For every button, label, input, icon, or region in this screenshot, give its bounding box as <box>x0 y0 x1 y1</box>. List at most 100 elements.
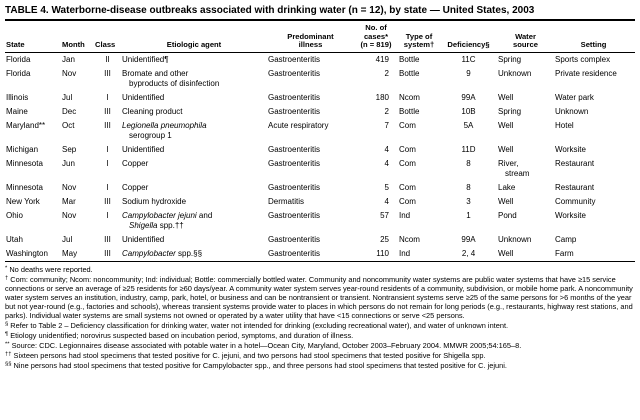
cell-etiologic-agent: Campylobacter jejuni and Shigella spp.†† <box>121 211 267 231</box>
month-text: May <box>62 249 78 259</box>
source-text: River, <box>498 159 519 169</box>
state-text: Illinois <box>6 93 29 103</box>
cell-type-of-system: Com <box>398 197 440 207</box>
cell-deficiency: 5A <box>440 121 497 141</box>
table-title: TABLE 4. Waterborne-disease outbreaks as… <box>5 5 535 16</box>
table-row: Maryland** Oct III Legionella pneumophil… <box>5 119 635 143</box>
state-text: Florida <box>6 55 31 65</box>
table-row: Minnesota Nov I Copper Gastroenteritis 5… <box>5 181 635 195</box>
cell-water-source: Spring <box>497 55 554 65</box>
footnote-symbol: ** <box>5 341 10 348</box>
state-text: Michigan <box>6 145 39 155</box>
footnote-symbol: § <box>5 321 9 328</box>
cell-setting: Restaurant <box>554 183 633 193</box>
cell-month: Nov <box>61 211 94 231</box>
header-type-of-system: Type of system† <box>398 21 440 52</box>
illness-text: Acute respiratory <box>268 121 329 131</box>
footnote-symbol: ¶ <box>5 331 9 338</box>
source-text: Spring <box>498 55 522 65</box>
system-text: Com <box>399 197 416 207</box>
cell-no-of-cases: 25 <box>354 235 398 245</box>
table-header-row: State Month Class Etiologic agent Predom… <box>5 21 635 52</box>
illness-text: Gastroenteritis <box>268 235 321 245</box>
agent-italic-text: Campylobacter jejuni <box>122 211 197 221</box>
deficiency-text: 99A <box>461 93 476 103</box>
header-line: system† <box>403 40 435 50</box>
system-text: Ind <box>399 249 411 259</box>
agent-text: Unidentified <box>122 93 165 103</box>
setting-text: Worksite <box>555 211 586 221</box>
cell-class: I <box>94 159 121 179</box>
cell-etiologic-agent: Bromate and other byproducts of disinfec… <box>121 69 267 89</box>
cases-text: 4 <box>384 197 389 207</box>
setting-text: Hotel <box>555 121 574 131</box>
table-row: Utah Jul III Unidentified Gastroenteriti… <box>5 233 635 247</box>
cell-state: New York <box>5 197 61 207</box>
cell-class: I <box>94 183 121 193</box>
cell-class: III <box>94 197 121 207</box>
cases-text: 2 <box>384 69 389 79</box>
header-line: Deficiency§ <box>447 40 490 50</box>
cell-setting: Private residence <box>554 69 633 89</box>
cell-class: I <box>94 211 121 231</box>
cell-setting: Sports complex <box>554 55 633 65</box>
header-state: State <box>5 21 61 52</box>
source-text: Lake <box>498 183 516 193</box>
cell-predominant-illness: Gastroenteritis <box>267 211 354 231</box>
system-text: Bottle <box>399 107 420 117</box>
cell-type-of-system: Com <box>398 121 440 141</box>
source-text: Unknown <box>498 235 532 245</box>
cell-setting: Worksite <box>554 211 633 231</box>
cell-setting: Water park <box>554 93 633 103</box>
agent-line-1: Campylobacter spp.§§ <box>122 249 266 259</box>
class-text: I <box>106 93 109 103</box>
agent-text: Copper <box>122 159 149 169</box>
cell-etiologic-agent: Unidentified <box>121 235 267 245</box>
cell-state: Illinois <box>5 93 61 103</box>
footnote: †† Sixteen persons had stool specimens t… <box>5 351 635 360</box>
illness-text: Gastroenteritis <box>268 69 321 79</box>
cell-month: Mar <box>61 197 94 207</box>
cell-type-of-system: Com <box>398 183 440 193</box>
system-text: Ncom <box>399 93 420 103</box>
cell-water-source: Well <box>497 93 554 103</box>
cell-etiologic-agent: Unidentified <box>121 93 267 103</box>
setting-text: Farm <box>555 249 574 259</box>
cell-state: Minnesota <box>5 183 61 193</box>
source-text: stream <box>505 169 530 179</box>
deficiency-text: 8 <box>466 183 471 193</box>
class-text: III <box>104 235 111 245</box>
system-text: Ind <box>399 211 411 221</box>
header-line: Class <box>95 40 116 50</box>
cell-state: Florida <box>5 55 61 65</box>
state-text: Ohio <box>6 211 23 221</box>
cell-water-source: Pond <box>497 211 554 231</box>
source-text: Well <box>498 249 514 259</box>
cell-class: III <box>94 121 121 141</box>
source-text: Well <box>498 197 514 207</box>
header-setting: Setting <box>554 21 633 52</box>
cell-class: I <box>94 93 121 103</box>
cell-no-of-cases: 7 <box>354 121 398 141</box>
setting-text: Water park <box>555 93 594 103</box>
footnote-symbol: * <box>5 265 8 272</box>
cell-no-of-cases: 110 <box>354 249 398 259</box>
cases-text: 25 <box>380 235 389 245</box>
header-line: Type of <box>405 31 433 41</box>
class-text: I <box>106 145 109 155</box>
header-predominant-illness: Predominant illness <box>267 21 354 52</box>
cell-water-source: Spring <box>497 107 554 117</box>
system-text: Bottle <box>399 55 420 65</box>
system-text: Com <box>399 183 416 193</box>
source-line-1: Spring <box>498 55 553 65</box>
month-text: Nov <box>62 69 77 79</box>
setting-text: Restaurant <box>555 159 595 169</box>
agent-line-1: Copper <box>122 159 266 169</box>
header-line: source <box>513 40 538 50</box>
header-line: No. of <box>365 23 387 32</box>
header-line: Setting <box>580 40 607 50</box>
deficiency-text: 9 <box>466 69 471 79</box>
cell-no-of-cases: 180 <box>354 93 398 103</box>
footnote: * No deaths were reported. <box>5 265 635 274</box>
cell-deficiency: 1 <box>440 211 497 231</box>
